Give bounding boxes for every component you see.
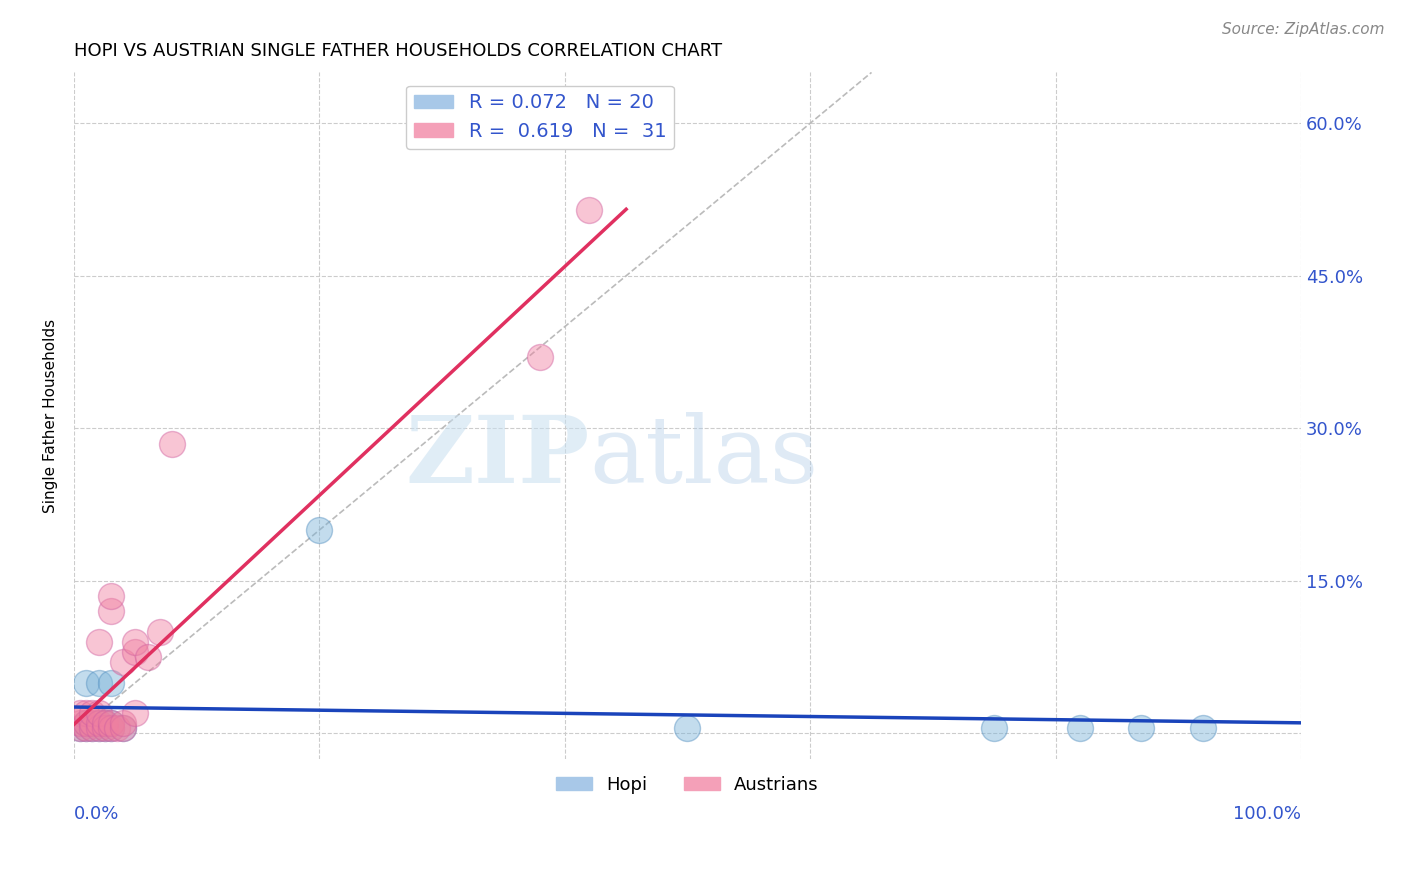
Point bbox=[87, 721, 110, 735]
Point bbox=[676, 721, 699, 735]
Point bbox=[82, 721, 104, 735]
Point bbox=[87, 706, 110, 720]
Point bbox=[82, 716, 104, 731]
Point bbox=[308, 523, 330, 537]
Point bbox=[100, 721, 122, 735]
Point bbox=[82, 706, 104, 720]
Point bbox=[75, 721, 97, 735]
Point bbox=[124, 635, 146, 649]
Point bbox=[87, 635, 110, 649]
Point bbox=[112, 721, 135, 735]
Point bbox=[69, 721, 91, 735]
Point bbox=[529, 350, 551, 364]
Point bbox=[100, 716, 122, 731]
Point bbox=[75, 716, 97, 731]
Text: ZIP: ZIP bbox=[405, 412, 589, 502]
Point bbox=[578, 202, 600, 217]
Point bbox=[105, 721, 128, 735]
Point bbox=[94, 716, 117, 731]
Point bbox=[94, 721, 117, 735]
Y-axis label: Single Father Households: Single Father Households bbox=[44, 318, 58, 513]
Point bbox=[162, 436, 184, 450]
Text: atlas: atlas bbox=[589, 412, 818, 502]
Point bbox=[75, 716, 97, 731]
Point bbox=[1191, 721, 1213, 735]
Point bbox=[100, 589, 122, 603]
Point bbox=[124, 645, 146, 659]
Point bbox=[69, 706, 91, 720]
Text: HOPI VS AUSTRIAN SINGLE FATHER HOUSEHOLDS CORRELATION CHART: HOPI VS AUSTRIAN SINGLE FATHER HOUSEHOLD… bbox=[75, 42, 723, 60]
Point bbox=[100, 721, 122, 735]
Legend: Hopi, Austrians: Hopi, Austrians bbox=[548, 769, 827, 801]
Point bbox=[69, 721, 91, 735]
Point bbox=[87, 721, 110, 735]
Point bbox=[75, 675, 97, 690]
Point bbox=[87, 716, 110, 731]
Point bbox=[94, 721, 117, 735]
Point bbox=[100, 604, 122, 618]
Point bbox=[1069, 721, 1091, 735]
Point bbox=[75, 706, 97, 720]
Point bbox=[87, 716, 110, 731]
Point bbox=[94, 716, 117, 731]
Point bbox=[112, 721, 135, 735]
Point bbox=[100, 675, 122, 690]
Point bbox=[149, 624, 172, 639]
Point bbox=[87, 675, 110, 690]
Point bbox=[1130, 721, 1153, 735]
Text: Source: ZipAtlas.com: Source: ZipAtlas.com bbox=[1222, 22, 1385, 37]
Point bbox=[69, 716, 91, 731]
Point bbox=[136, 650, 159, 665]
Text: 0.0%: 0.0% bbox=[75, 805, 120, 823]
Text: 100.0%: 100.0% bbox=[1233, 805, 1301, 823]
Point bbox=[112, 655, 135, 669]
Point bbox=[100, 716, 122, 731]
Point bbox=[983, 721, 1005, 735]
Point bbox=[112, 716, 135, 731]
Point bbox=[124, 706, 146, 720]
Point bbox=[82, 721, 104, 735]
Point bbox=[75, 721, 97, 735]
